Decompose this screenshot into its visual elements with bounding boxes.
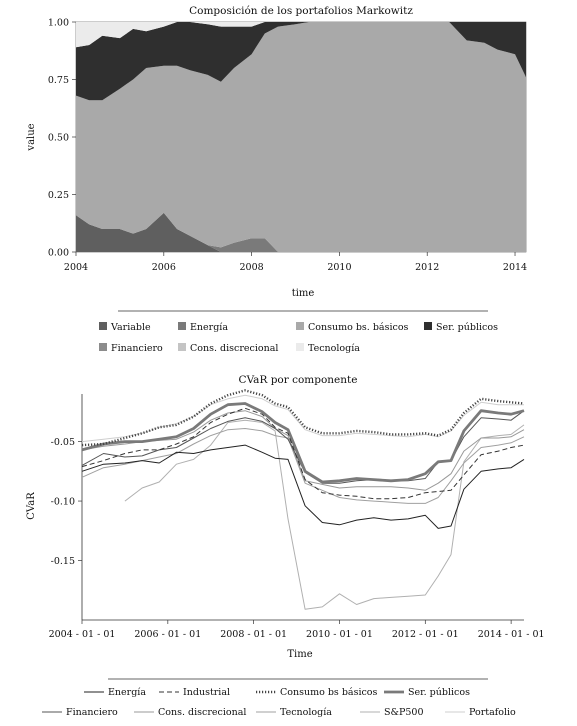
legend-swatch-cons-discrecional [178,343,186,351]
cvar-x-axis-label: Time [287,649,312,660]
y-tick-label: 1.00 [48,18,69,29]
legend-label-consumo-bs-b-sicos: Consumo bs. básicos [308,322,409,333]
y-tick-label: 0.50 [48,133,69,144]
y-tick-label: -0.10 [51,497,75,508]
x-tick-label: 2004 [64,262,88,273]
legend-swatch-energ-a [178,322,186,330]
legend-label-portafolio: Portafolio [469,707,516,718]
x-tick-label: 2008 [240,262,264,273]
x-tick-label: 2014 [503,262,527,273]
cvar-lines [81,389,525,610]
line-ser-p-blicos [81,402,525,484]
line-cons-discrecional [81,410,525,491]
legend-label-tecnolog-a: Tecnología [308,343,360,354]
legend-label-energ-a: Energía [108,687,146,698]
legend-label-variable: Variable [110,322,151,333]
x-tick-label: 2006 [152,262,176,273]
cvar-x-ticks: 2004 - 01 - 01 2006 - 01 - 01 2008 - 01 - … [49,620,545,640]
x-tick-label: 2012 [415,262,439,273]
x-tick-label: 2008 - 01 - 01 [220,629,287,640]
y-tick-label: -0.05 [51,437,75,448]
legend-label-financiero: Financiero [66,707,118,718]
x-tick-label: 2010 [327,262,351,273]
legend-label-energ-a: Energía [190,322,228,333]
legend-swatch-financiero [99,343,107,351]
legend-swatch-variable [99,322,107,330]
line-energ-a [81,444,525,529]
x-tick-label: 2012 - 01 - 01 [392,629,459,640]
area-variable [76,212,526,252]
cvar-chart-title: CVaR por componente [239,374,358,386]
composition-chart-title: Composición de los portafolios Markowitz [189,5,413,17]
legend-label-cons-discrecional: Cons. discrecional [158,707,246,718]
composition-y-ticks: 0.00 0.25 0.50 0.75 1.00 [48,18,76,259]
line-tecnolog-a [81,428,525,504]
composition-chart: Composición de los portafolios Markowitz… [26,5,527,354]
y-tick-label: 0.75 [48,75,69,86]
legend-swatch-consumo-bs-b-sicos [296,322,304,330]
legend-swatch-ser-p-blicos [424,322,432,330]
line-industrial [81,407,525,500]
legend-label-ser-p-blicos: Ser. públicos [408,687,470,698]
legend-label-s-p500: S&P500 [384,707,424,718]
legend-label-consumo-bs-b-sicos: Consumo bs básicos [280,687,378,698]
line-consumo-bs-b-sicos [81,389,525,447]
area-tecnolog-a [76,22,526,48]
cvar-legend: Energía Industrial Consumo bs básicos Ser. … [42,687,516,718]
legend-label-ser-p-blicos: Ser. públicos [436,322,498,333]
cvar-chart: CVaR por componente -0.05 -0.10 -0.15 2004… [26,374,545,718]
composition-legend: Variable Energía Consumo bs. básicos Ser. p… [99,322,498,354]
legend-swatch-tecnolog-a [296,343,304,351]
composition-x-ticks: 2004 2006 2008 2010 2012 2014 [64,252,527,273]
legend-label-financiero: Financiero [111,343,163,354]
x-tick-label: 2010 - 01 - 01 [306,629,373,640]
composition-x-axis-label: time [292,288,315,299]
x-tick-label: 2014 - 01 - 01 [478,629,545,640]
legend-label-cons-discrecional: Cons. discrecional [190,343,278,354]
legend-label-tecnolog-a: Tecnología [280,707,332,718]
cvar-y-ticks: -0.05 -0.10 -0.15 [51,437,82,567]
cvar-y-axis-label: CVaR [26,492,37,520]
composition-areas [76,22,526,252]
area-consumo-bs-b-sicos [76,22,526,252]
y-tick-label: -0.15 [51,556,75,567]
area-ser-p-blicos [76,22,526,101]
composition-y-axis-label: value [26,123,37,151]
y-tick-label: 0.25 [48,190,69,201]
line-portafolio [81,394,524,443]
x-tick-label: 2006 - 01 - 01 [134,629,201,640]
x-tick-label: 2004 - 01 - 01 [49,629,116,640]
legend-label-industrial: Industrial [183,687,230,698]
y-tick-label: 0.00 [48,248,69,259]
